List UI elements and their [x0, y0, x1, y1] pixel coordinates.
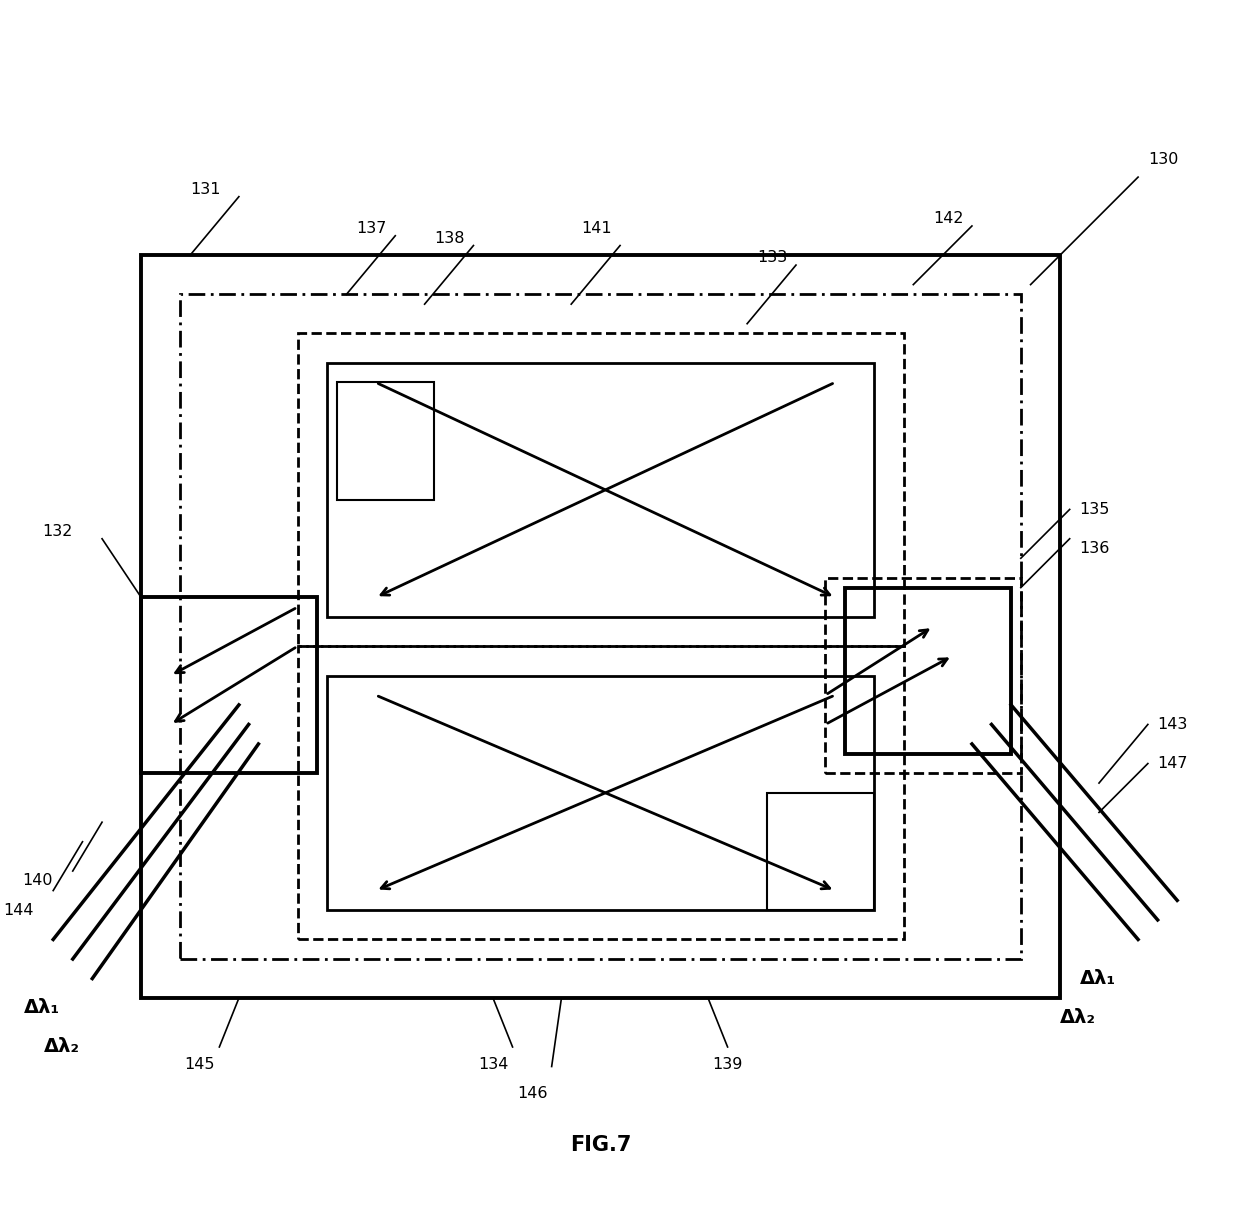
Bar — [766, 793, 874, 910]
Text: Δλ₂: Δλ₂ — [43, 1038, 79, 1056]
Text: 146: 146 — [517, 1086, 547, 1101]
Text: Δλ₁: Δλ₁ — [24, 999, 60, 1017]
Text: 142: 142 — [932, 211, 963, 226]
Bar — [844, 588, 1011, 753]
Bar — [327, 363, 874, 617]
Text: 133: 133 — [756, 250, 787, 265]
Text: 134: 134 — [477, 1056, 508, 1071]
Text: Δλ₁: Δλ₁ — [1080, 969, 1116, 988]
Text: 130: 130 — [1148, 152, 1178, 167]
Text: 143: 143 — [1158, 717, 1188, 733]
Text: 144: 144 — [4, 903, 33, 918]
Text: 145: 145 — [185, 1056, 215, 1071]
Text: 132: 132 — [42, 524, 73, 539]
Bar — [141, 255, 1060, 998]
Text: 147: 147 — [1158, 756, 1188, 771]
Bar — [298, 647, 904, 940]
Text: 135: 135 — [1080, 502, 1110, 517]
Text: 137: 137 — [356, 221, 387, 236]
Text: 131: 131 — [190, 182, 221, 196]
Text: 141: 141 — [582, 221, 611, 236]
Bar — [336, 383, 434, 499]
Text: Δλ₂: Δλ₂ — [1060, 1009, 1096, 1027]
Bar — [180, 294, 1021, 960]
Text: 136: 136 — [1080, 541, 1110, 556]
Text: 140: 140 — [22, 874, 53, 888]
Bar — [298, 334, 904, 647]
Text: FIG.7: FIG.7 — [570, 1135, 631, 1155]
Bar — [826, 578, 1021, 773]
Bar — [327, 676, 874, 910]
Bar — [141, 598, 317, 773]
Text: 139: 139 — [713, 1056, 743, 1071]
Text: 138: 138 — [434, 231, 465, 245]
